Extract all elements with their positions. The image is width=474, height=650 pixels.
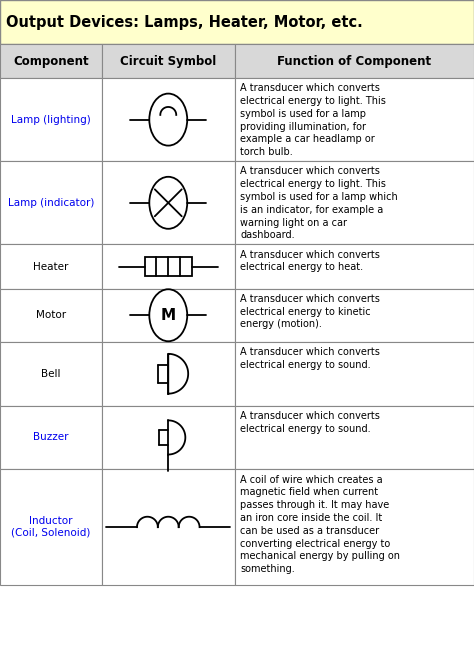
Bar bbox=[235, 406, 474, 469]
Bar bbox=[0, 289, 102, 342]
Bar bbox=[102, 342, 235, 406]
Text: A transducer which converts
electrical energy to light. This
symbol is used for : A transducer which converts electrical e… bbox=[240, 166, 398, 240]
Bar bbox=[0, 161, 102, 244]
Bar bbox=[102, 161, 235, 244]
Text: A transducer which converts
electrical energy to sound.: A transducer which converts electrical e… bbox=[240, 347, 380, 370]
Bar bbox=[102, 244, 235, 289]
Bar bbox=[235, 244, 474, 289]
Bar bbox=[102, 406, 235, 469]
Text: A transducer which converts
electrical energy to light. This
symbol is used for : A transducer which converts electrical e… bbox=[240, 83, 386, 157]
Text: Buzzer: Buzzer bbox=[33, 432, 69, 443]
Text: Lamp (indicator): Lamp (indicator) bbox=[8, 198, 94, 208]
Bar bbox=[235, 289, 474, 342]
Bar bbox=[0, 44, 102, 78]
Text: Function of Component: Function of Component bbox=[277, 55, 431, 68]
Text: Inductor
(Coil, Solenoid): Inductor (Coil, Solenoid) bbox=[11, 516, 91, 538]
Text: Bell: Bell bbox=[41, 369, 61, 379]
Bar bbox=[102, 289, 235, 342]
Bar bbox=[235, 342, 474, 406]
Text: A transducer which converts
electrical energy to sound.: A transducer which converts electrical e… bbox=[240, 411, 380, 434]
Bar bbox=[0, 78, 102, 161]
Text: A coil of wire which creates a
magnetic field when current
passes through it. It: A coil of wire which creates a magnetic … bbox=[240, 474, 401, 574]
Bar bbox=[102, 44, 235, 78]
Bar bbox=[0, 342, 102, 406]
Text: Output Devices: Lamps, Heater, Motor, etc.: Output Devices: Lamps, Heater, Motor, et… bbox=[6, 14, 363, 30]
Text: Component: Component bbox=[13, 55, 89, 68]
Bar bbox=[145, 257, 192, 276]
Text: Heater: Heater bbox=[33, 261, 69, 272]
Bar bbox=[102, 78, 235, 161]
Text: Motor: Motor bbox=[36, 310, 66, 320]
Bar bbox=[102, 469, 235, 585]
Text: Lamp (lighting): Lamp (lighting) bbox=[11, 114, 91, 125]
Text: A transducer which converts
electrical energy to heat.: A transducer which converts electrical e… bbox=[240, 250, 380, 272]
Bar bbox=[0, 406, 102, 469]
Bar bbox=[235, 161, 474, 244]
Bar bbox=[235, 469, 474, 585]
Bar bbox=[235, 44, 474, 78]
Text: A transducer which converts
electrical energy to kinetic
energy (motion).: A transducer which converts electrical e… bbox=[240, 294, 380, 330]
Bar bbox=[0, 244, 102, 289]
Text: Circuit Symbol: Circuit Symbol bbox=[120, 55, 217, 68]
Bar bbox=[0, 469, 102, 585]
Text: M: M bbox=[161, 307, 176, 323]
Bar bbox=[0, 0, 474, 44]
Bar bbox=[235, 78, 474, 161]
